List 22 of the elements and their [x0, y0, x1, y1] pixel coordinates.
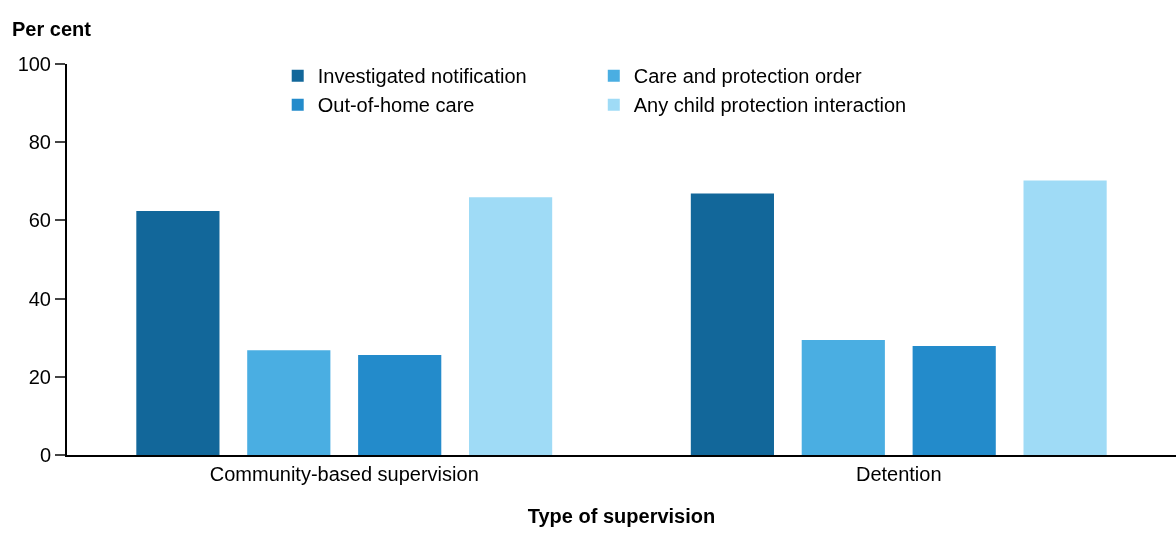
y-tick-label: 60	[28, 209, 51, 232]
bar	[358, 354, 442, 455]
bar	[1023, 180, 1107, 455]
bar	[912, 345, 996, 455]
legend-label: Investigated notification	[317, 65, 527, 88]
bar	[136, 211, 220, 455]
bar	[690, 193, 774, 455]
bar	[801, 340, 885, 455]
y-tick-label: 100	[17, 53, 51, 75]
x-tick-label: Community-based supervision	[209, 463, 479, 485]
y-tick-label: 80	[28, 131, 51, 154]
x-axis-title: Type of supervision	[527, 505, 716, 527]
bar	[469, 197, 553, 455]
y-tick-label: 40	[28, 287, 51, 310]
y-tick-label: 20	[28, 365, 51, 388]
legend-label: Care and protection order	[633, 65, 863, 88]
legend-label: Any child protection interaction	[633, 94, 907, 117]
y-tick-label: 0	[39, 444, 51, 466]
bar	[247, 350, 331, 455]
legend-label: Out-of-home care	[317, 94, 475, 117]
x-tick-label: Detention	[855, 463, 942, 485]
y-axis-title: Per cent	[12, 18, 92, 40]
